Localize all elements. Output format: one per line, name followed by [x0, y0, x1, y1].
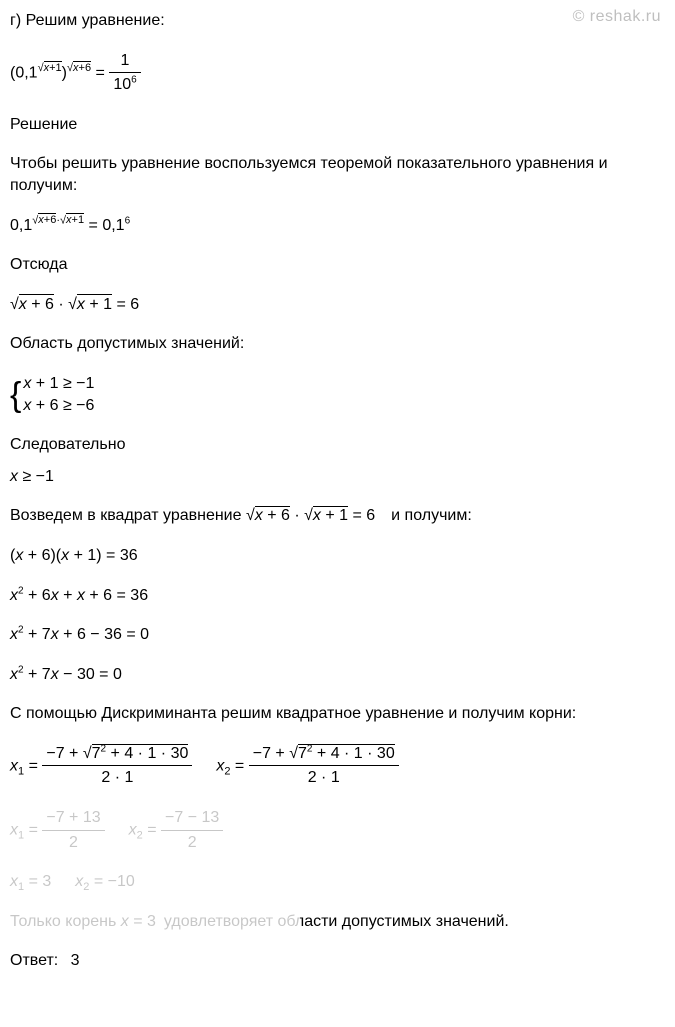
- x2-disc: x2 = −7 + √72 + 4 · 1 · 302 · 1: [216, 743, 398, 789]
- x1-disc: x1 = −7 + √72 + 4 · 1 · 302 · 1: [10, 743, 192, 789]
- disc-roots-row3: x1 = 3 x2 = −10: [10, 871, 665, 893]
- disc-roots-row1: x1 = −7 + √72 + 4 · 1 · 302 · 1 x2 = −7 …: [10, 743, 665, 789]
- only-root-text: Только корень x = 3 удовлетворяет област…: [10, 911, 665, 933]
- disc-roots-row2: x1 = −7 + 132 x2 = −7 − 132: [10, 807, 665, 853]
- main-equation: (0,1√x+1)√x+6 = 1106: [10, 50, 665, 96]
- eq-sq4: x2 + 7x − 30 = 0: [10, 664, 665, 686]
- eq-exp1: √x+1: [38, 61, 62, 74]
- eq-exp2: √x+6: [67, 61, 91, 74]
- eq-sq2: x2 + 6x + x + 6 = 36: [10, 585, 665, 607]
- odz-system: { x + 1 ≥ −1 x + 6 ≥ −6: [10, 373, 665, 416]
- watermark-text: © reshak.ru: [573, 8, 661, 26]
- eq-equals: =: [91, 64, 109, 81]
- answer: Ответ: 3: [10, 950, 665, 972]
- step1-rhs: = 0,16: [84, 217, 130, 234]
- heading-therefore: Следовательно: [10, 434, 665, 456]
- x2-final: x2 = −10: [75, 871, 135, 893]
- x1-simpl: x1 = −7 + 132: [10, 807, 105, 853]
- solution-document: © reshak.ru г) Решим уравнение: (0,1√x+1…: [0, 0, 675, 1027]
- x1-final: x1 = 3: [10, 871, 51, 893]
- discriminant-text: С помощью Дискриминанта решим квадратное…: [10, 703, 665, 725]
- eq-lhs-base: (0,1: [10, 64, 38, 81]
- heading-odz: Область допустимых значений:: [10, 333, 665, 355]
- eq-xge: x ≥ −1: [10, 466, 665, 488]
- eq-rhs-frac: 1106: [109, 50, 140, 96]
- brace-icon: {: [10, 378, 23, 412]
- title: г) Решим уравнение:: [10, 10, 665, 32]
- eq-roots: √x + 6 · √x + 1 = 6: [10, 294, 665, 316]
- frac-den: 106: [109, 73, 140, 96]
- explain-text: Чтобы решить уравнение воспользуемся тео…: [10, 153, 665, 196]
- step1-exp: √x+6·√x+1: [32, 213, 84, 226]
- x2-simpl: x2 = −7 − 132: [129, 807, 224, 853]
- square-text: Возведем в квадрат уравнение √x + 6 · √x…: [10, 505, 665, 527]
- step1-base: 0,1: [10, 217, 32, 234]
- odz-row2: x + 6 ≥ −6: [23, 395, 94, 417]
- heading-hence: Отсюда: [10, 254, 665, 276]
- odz-row1: x + 1 ≥ −1: [23, 373, 94, 395]
- eq-sq1: (x + 6)(x + 1) = 36: [10, 545, 665, 567]
- eq-sq3: x2 + 7x + 6 − 36 = 0: [10, 624, 665, 646]
- heading-solution: Решение: [10, 114, 665, 136]
- frac-num: 1: [109, 50, 140, 74]
- eq-step1: 0,1√x+6·√x+1 = 0,16: [10, 215, 665, 237]
